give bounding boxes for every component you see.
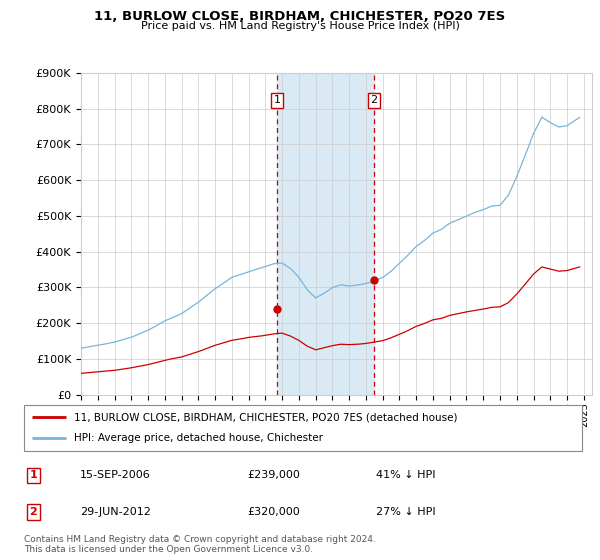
Text: 2: 2 (29, 507, 37, 517)
Text: HPI: Average price, detached house, Chichester: HPI: Average price, detached house, Chic… (74, 433, 323, 444)
Text: 11, BURLOW CLOSE, BIRDHAM, CHICHESTER, PO20 7ES (detached house): 11, BURLOW CLOSE, BIRDHAM, CHICHESTER, P… (74, 412, 458, 422)
Bar (277, 73, 374, 395)
Text: £320,000: £320,000 (247, 507, 300, 517)
Text: Price paid vs. HM Land Registry's House Price Index (HPI): Price paid vs. HM Land Registry's House … (140, 21, 460, 31)
Text: Contains HM Land Registry data © Crown copyright and database right 2024.
This d: Contains HM Land Registry data © Crown c… (24, 535, 376, 554)
Text: 41% ↓ HPI: 41% ↓ HPI (376, 470, 435, 480)
Text: 1: 1 (274, 95, 281, 105)
Text: £239,000: £239,000 (247, 470, 300, 480)
FancyBboxPatch shape (24, 405, 582, 451)
Text: 1: 1 (29, 470, 37, 480)
Text: 2: 2 (371, 95, 378, 105)
Text: 11, BURLOW CLOSE, BIRDHAM, CHICHESTER, PO20 7ES: 11, BURLOW CLOSE, BIRDHAM, CHICHESTER, P… (94, 10, 506, 22)
Text: 15-SEP-2006: 15-SEP-2006 (80, 470, 151, 480)
Text: 29-JUN-2012: 29-JUN-2012 (80, 507, 151, 517)
Text: 27% ↓ HPI: 27% ↓ HPI (376, 507, 435, 517)
